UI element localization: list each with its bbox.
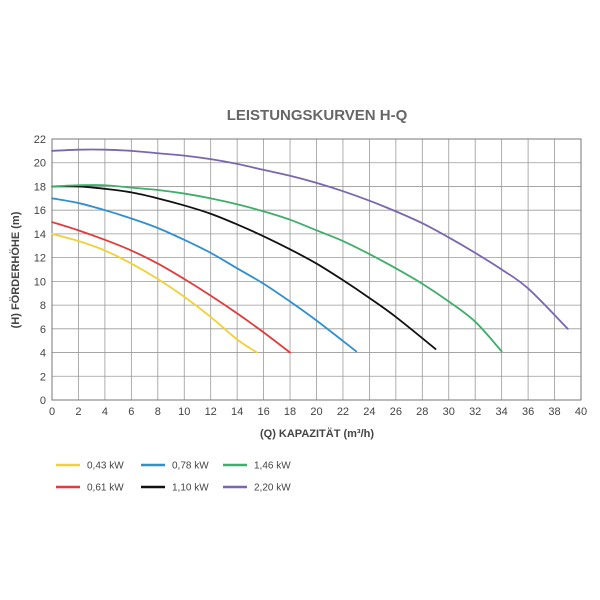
x-tick-label-15: 30	[443, 406, 455, 418]
x-tick-label-9: 18	[284, 406, 296, 418]
x-tick-label-16: 32	[469, 406, 481, 418]
x-tick-label-0: 0	[49, 406, 55, 418]
legend-label-4: 1,46 kW	[254, 461, 291, 472]
x-tick-label-19: 38	[548, 406, 560, 418]
y-tick-label-2: 4	[40, 348, 46, 360]
x-tick-label-1: 2	[75, 406, 81, 418]
x-tick-label-7: 14	[231, 406, 243, 418]
legend-label-5: 2,20 kW	[254, 483, 291, 494]
x-tick-labels: 0 2 4 6 8 10 12 14 16 18 20 22 24 26 28 30 32 34 36 38 40	[49, 406, 587, 418]
plot-border	[51, 138, 582, 401]
series-line-3	[51, 185, 437, 350]
series-line-5	[51, 148, 569, 330]
x-tick-label-4: 8	[155, 406, 161, 418]
y-tick-label-11: 22	[34, 134, 46, 146]
x-tick-label-13: 26	[390, 406, 402, 418]
x-tick-label-10: 20	[310, 406, 322, 418]
x-tick-label-12: 24	[363, 406, 375, 418]
y-axis-label: (H) FÖRDERHÖHE (m)	[9, 211, 22, 328]
x-tick-label-20: 40	[575, 406, 587, 418]
y-tick-labels: 0 2 4 6 8 10 12 14 16 18 20 22	[34, 134, 46, 407]
y-tick-label-8: 16	[34, 205, 46, 217]
y-tick-label-3: 6	[40, 324, 46, 336]
x-tick-label-2: 4	[102, 406, 108, 418]
y-tick-label-7: 14	[34, 229, 46, 241]
x-tick-label-8: 16	[257, 406, 269, 418]
y-tick-label-1: 2	[40, 371, 46, 383]
y-tick-label-10: 20	[34, 158, 46, 170]
legend-label-2: 0,78 kW	[172, 461, 209, 472]
y-tick-label-4: 8	[40, 300, 46, 312]
legend-label-0: 0,43 kW	[87, 461, 124, 472]
x-tick-label-5: 10	[178, 406, 190, 418]
series-line-0	[51, 233, 258, 354]
legend-label-3: 1,10 kW	[172, 483, 209, 494]
legend: 0,43 kW 0,61 kW 0,78 kW 1,10 kW 1,46 kW 2,20 …	[56, 461, 291, 494]
legend-label-1: 0,61 kW	[87, 483, 124, 494]
series-line-4	[51, 184, 503, 353]
x-tick-label-11: 22	[337, 406, 349, 418]
x-tick-label-6: 12	[205, 406, 217, 418]
y-tick-label-6: 12	[34, 253, 46, 265]
chart-title: LEISTUNGSKURVEN H-Q	[227, 107, 408, 124]
y-tick-label-0: 0	[40, 395, 46, 407]
plot-frame	[51, 138, 582, 401]
series-line-1	[51, 221, 291, 354]
x-tick-label-18: 36	[522, 406, 534, 418]
x-axis-label: (Q) KAPAZITÄT (m³/h)	[260, 427, 374, 440]
series-lines	[51, 148, 569, 354]
y-tick-label-9: 18	[34, 181, 46, 193]
x-tick-label-17: 34	[496, 406, 508, 418]
x-tick-label-3: 6	[128, 406, 134, 418]
x-tick-label-14: 28	[416, 406, 428, 418]
y-tick-label-5: 10	[34, 276, 46, 288]
series-line-2	[51, 197, 358, 353]
